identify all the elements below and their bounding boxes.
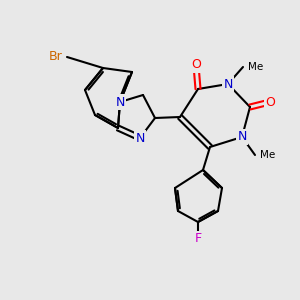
Text: N: N <box>115 95 125 109</box>
Text: F: F <box>194 232 202 245</box>
Text: Br: Br <box>48 50 62 64</box>
Text: N: N <box>237 130 247 143</box>
Text: O: O <box>191 58 201 71</box>
Text: Me: Me <box>248 62 263 72</box>
Text: Me: Me <box>260 150 275 160</box>
Text: N: N <box>135 131 145 145</box>
Text: O: O <box>265 95 275 109</box>
Text: N: N <box>223 77 233 91</box>
